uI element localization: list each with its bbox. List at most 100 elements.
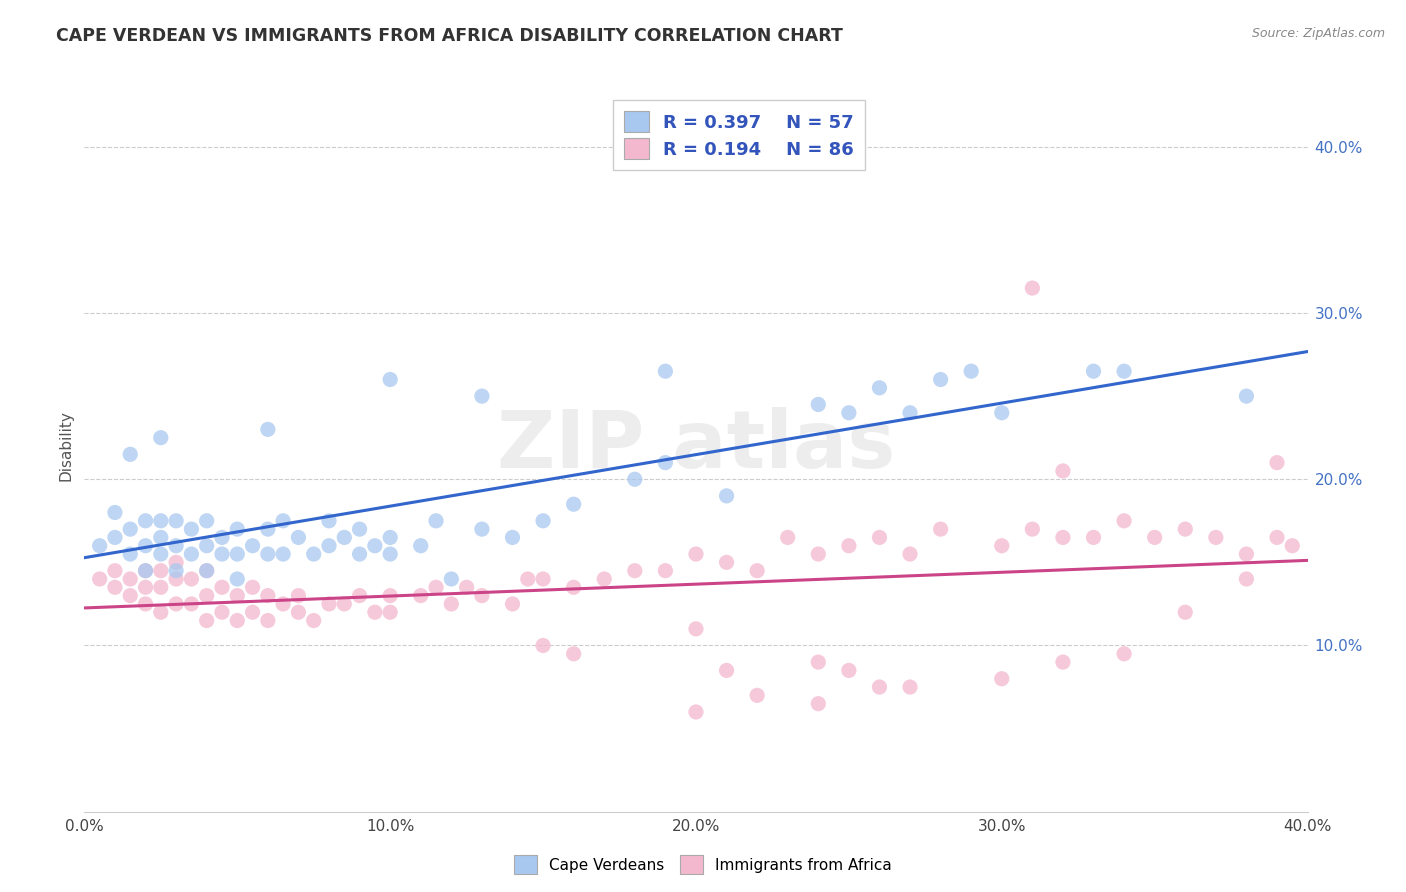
Point <box>364 539 387 553</box>
Point <box>898 406 921 420</box>
Point <box>165 514 187 528</box>
Point <box>838 539 860 553</box>
Point <box>257 589 280 603</box>
Point <box>180 522 202 536</box>
Point <box>120 522 142 536</box>
Point <box>593 572 616 586</box>
Point <box>531 639 554 653</box>
Point <box>869 381 891 395</box>
Point <box>180 547 202 561</box>
Point <box>135 564 157 578</box>
Point <box>685 622 707 636</box>
Point <box>1052 464 1074 478</box>
Point <box>716 664 738 678</box>
Point <box>287 589 309 603</box>
Point <box>807 397 830 411</box>
Point <box>929 372 952 386</box>
Point <box>287 530 309 544</box>
Point <box>302 547 325 561</box>
Point <box>257 614 280 628</box>
Point <box>165 597 187 611</box>
Point <box>838 406 860 420</box>
Point <box>380 547 402 561</box>
Point <box>1281 539 1303 553</box>
Point <box>257 522 280 536</box>
Point <box>104 506 127 520</box>
Point <box>104 580 127 594</box>
Point <box>562 580 585 594</box>
Point <box>257 422 280 436</box>
Point <box>516 572 538 586</box>
Point <box>807 655 830 669</box>
Point <box>380 530 402 544</box>
Point <box>195 514 218 528</box>
Point <box>747 564 769 578</box>
Point <box>562 497 585 511</box>
Point <box>271 547 294 561</box>
Point <box>869 680 891 694</box>
Point <box>226 572 249 586</box>
Point <box>456 580 478 594</box>
Point <box>257 547 280 561</box>
Point <box>349 589 371 603</box>
Point <box>654 364 676 378</box>
Point <box>349 522 371 536</box>
Point <box>364 605 387 619</box>
Point <box>226 522 249 536</box>
Point <box>1174 522 1197 536</box>
Point <box>135 580 157 594</box>
Point <box>120 589 142 603</box>
Legend: Cape Verdeans, Immigrants from Africa: Cape Verdeans, Immigrants from Africa <box>508 849 898 880</box>
Point <box>838 664 860 678</box>
Point <box>502 530 524 544</box>
Point <box>1174 605 1197 619</box>
Point <box>135 539 157 553</box>
Point <box>149 431 172 445</box>
Point <box>898 680 921 694</box>
Point <box>1114 647 1136 661</box>
Point <box>440 572 463 586</box>
Point <box>318 597 340 611</box>
Point <box>135 514 157 528</box>
Point <box>1052 655 1074 669</box>
Point <box>869 530 891 544</box>
Point <box>471 589 494 603</box>
Point <box>991 672 1014 686</box>
Point <box>531 514 554 528</box>
Point <box>226 589 249 603</box>
Point <box>1205 530 1227 544</box>
Point <box>120 447 142 461</box>
Point <box>89 572 111 586</box>
Point <box>807 697 830 711</box>
Point <box>1052 530 1074 544</box>
Point <box>685 547 707 561</box>
Point <box>195 564 218 578</box>
Point <box>242 539 264 553</box>
Text: Source: ZipAtlas.com: Source: ZipAtlas.com <box>1251 27 1385 40</box>
Point <box>180 572 202 586</box>
Point <box>149 514 172 528</box>
Point <box>1021 522 1043 536</box>
Point <box>747 689 769 703</box>
Point <box>195 564 218 578</box>
Point <box>104 564 127 578</box>
Point <box>898 547 921 561</box>
Point <box>120 547 142 561</box>
Point <box>242 580 264 594</box>
Point <box>1236 547 1258 561</box>
Point <box>149 580 172 594</box>
Point <box>471 522 494 536</box>
Point <box>89 539 111 553</box>
Point <box>409 539 432 553</box>
Point <box>211 547 233 561</box>
Point <box>1114 364 1136 378</box>
Point <box>149 564 172 578</box>
Point <box>1265 456 1288 470</box>
Point <box>409 589 432 603</box>
Point <box>149 547 172 561</box>
Point <box>211 530 233 544</box>
Text: CAPE VERDEAN VS IMMIGRANTS FROM AFRICA DISABILITY CORRELATION CHART: CAPE VERDEAN VS IMMIGRANTS FROM AFRICA D… <box>56 27 844 45</box>
Point <box>318 514 340 528</box>
Point <box>165 572 187 586</box>
Point <box>318 539 340 553</box>
